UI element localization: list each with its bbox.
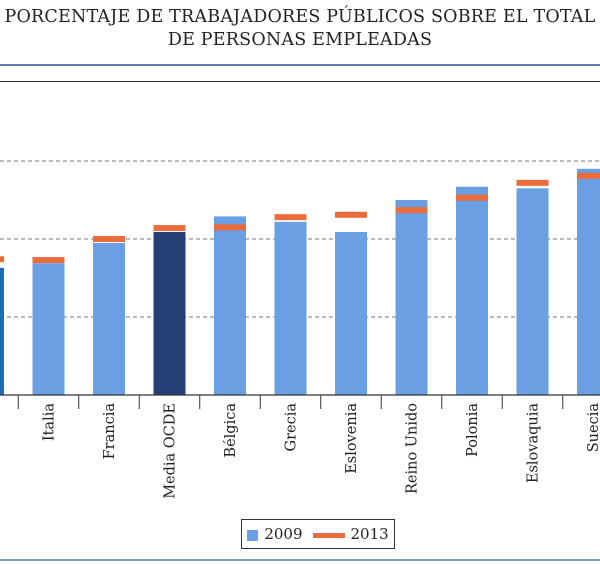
marker-2013 <box>0 256 4 263</box>
x-tick-label: Polonia <box>465 403 481 457</box>
x-tick-label: Reino Unido <box>405 403 421 494</box>
legend-swatch-2013 <box>312 532 345 538</box>
marker-2013 <box>516 179 549 186</box>
marker-2013 <box>456 194 488 201</box>
legend-item-2013: 2013 <box>312 525 389 543</box>
marker-2013 <box>32 257 65 264</box>
top-rule-blue <box>0 64 600 66</box>
marker-2013 <box>577 172 600 179</box>
bar-2009 <box>153 231 186 395</box>
x-tick-label: Italia <box>42 403 58 441</box>
x-tick-label: Eslovenia <box>344 403 360 474</box>
marker-2013 <box>395 207 428 214</box>
marker-2013 <box>335 211 367 218</box>
bar-2009 <box>0 267 4 395</box>
top-rule-dark <box>0 81 600 82</box>
x-tick-label: Francia <box>102 403 118 460</box>
marker-2013 <box>274 214 307 221</box>
bar-2009 <box>395 200 428 395</box>
bar-2009 <box>456 186 488 395</box>
x-tick-label: Grecia <box>284 403 300 452</box>
legend-label-2013: 2013 <box>350 525 389 543</box>
legend-item-2009: 2009 <box>247 525 303 543</box>
bar-2009 <box>335 231 367 395</box>
bar-2009 <box>32 263 65 395</box>
marker-2013 <box>93 236 125 242</box>
title-line-2: DE PERSONAS EMPLEADAS <box>167 30 433 50</box>
legend: 2009 2013 <box>241 519 395 549</box>
bar-2009 <box>516 188 549 395</box>
bar-2009 <box>274 221 307 395</box>
x-tick-label: Suecia <box>586 403 600 453</box>
bottom-rule-blue <box>0 559 600 561</box>
marker-2013 <box>214 224 246 231</box>
bar-2009 <box>93 242 125 395</box>
bar-2009 <box>214 216 246 395</box>
legend-swatch-2009 <box>247 529 259 541</box>
bar-2009 <box>577 168 600 395</box>
x-tick-label: Bélgica <box>223 403 239 458</box>
marker-2013 <box>153 225 186 232</box>
chart-title: PORCENTAJE DE TRABAJADORES PÚBLICOS SOBR… <box>0 6 600 52</box>
x-tick-label: Eslovaquia <box>526 403 542 483</box>
title-line-1: PORCENTAJE DE TRABAJADORES PÚBLICOS SOBR… <box>4 7 596 27</box>
x-tick-label: Media OCDE <box>163 403 179 499</box>
legend-label-2009: 2009 <box>264 525 303 543</box>
